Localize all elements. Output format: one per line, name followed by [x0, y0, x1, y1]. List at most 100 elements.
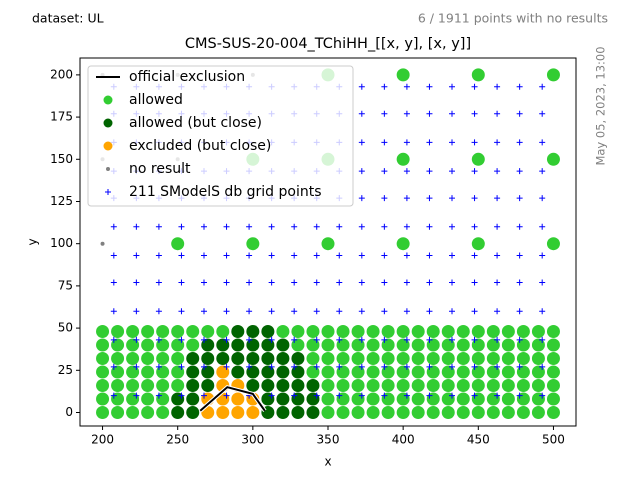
- point: [486, 405, 500, 419]
- point: [336, 365, 350, 379]
- point: [486, 392, 500, 406]
- x-tick-label: 250: [166, 433, 189, 447]
- grid-point: [358, 363, 365, 370]
- grid-point: [110, 308, 117, 315]
- point: [381, 405, 395, 419]
- grid-point: [381, 195, 388, 202]
- grid-point: [133, 308, 140, 315]
- point: [426, 365, 440, 379]
- point: [96, 405, 110, 419]
- grid-point: [155, 252, 162, 259]
- grid-point: [358, 308, 365, 315]
- legend-label: allowed: [129, 92, 183, 108]
- grid-point: [155, 336, 162, 343]
- grid-point: [381, 279, 388, 286]
- grid-point: [449, 168, 455, 175]
- point: [531, 351, 545, 365]
- grid-point: [155, 392, 162, 399]
- point: [426, 324, 440, 338]
- grid-point: [246, 223, 253, 230]
- point: [471, 68, 485, 82]
- legend-label: excluded (but close): [129, 138, 271, 154]
- point: [396, 405, 410, 419]
- grid-point: [381, 110, 388, 117]
- grid-point: [291, 308, 298, 315]
- grid-point: [336, 392, 343, 399]
- point: [201, 351, 215, 365]
- point: [111, 378, 125, 392]
- point: [336, 378, 350, 392]
- grid-point: [516, 223, 523, 230]
- grid-point: [268, 252, 275, 259]
- chart-title: CMS-SUS-20-004_TChiHH_[[x, y], [x, y]]: [185, 36, 471, 52]
- point: [306, 392, 320, 406]
- point: [306, 324, 320, 338]
- grid-point: [201, 308, 207, 315]
- point: [501, 378, 515, 392]
- grid-point: [539, 392, 546, 399]
- x-tick-label: 350: [317, 433, 340, 447]
- point: [486, 338, 500, 352]
- grid-point: [201, 279, 207, 286]
- point: [471, 405, 485, 419]
- grid-point: [223, 392, 230, 399]
- point: [531, 324, 545, 338]
- point: [141, 338, 155, 352]
- point: [516, 365, 530, 379]
- grid-point: [449, 279, 455, 286]
- point: [321, 324, 335, 338]
- point: [411, 351, 425, 365]
- grid-point: [313, 336, 320, 343]
- point: [141, 365, 155, 379]
- point: [411, 392, 425, 406]
- grid-point: [178, 252, 185, 259]
- point: [426, 338, 440, 352]
- grid-point: [403, 195, 410, 202]
- point: [516, 338, 530, 352]
- point: [441, 405, 455, 419]
- point: [276, 365, 290, 379]
- point: [351, 405, 365, 419]
- point: [546, 392, 560, 406]
- point: [471, 338, 485, 352]
- grid-point: [471, 336, 478, 343]
- grid-point: [449, 252, 455, 259]
- grid-point: [381, 223, 388, 230]
- grid-point: [268, 392, 275, 399]
- point: [306, 405, 320, 419]
- point: [246, 378, 260, 392]
- point: [201, 324, 215, 338]
- exclusion-line: [199, 386, 266, 412]
- legend-label: allowed (but close): [129, 115, 262, 131]
- legend-label: official exclusion: [129, 69, 245, 85]
- grid-point: [291, 223, 298, 230]
- grid-point: [381, 139, 388, 146]
- grid-point: [291, 336, 298, 343]
- point: [231, 405, 245, 419]
- grid-point: [449, 363, 455, 370]
- point: [291, 378, 305, 392]
- point: [531, 338, 545, 352]
- point: [261, 378, 275, 392]
- point: [426, 351, 440, 365]
- grid-point: [403, 223, 410, 230]
- point: [381, 365, 395, 379]
- grid-point: [494, 336, 501, 343]
- point: [216, 338, 230, 352]
- legend: official exclusion allowed allowed (but cl…: [87, 65, 354, 207]
- point: [291, 351, 305, 365]
- point: [471, 378, 485, 392]
- point: [171, 378, 185, 392]
- point: [291, 405, 305, 419]
- point: [396, 378, 410, 392]
- point: [306, 378, 320, 392]
- grid-point: [291, 279, 298, 286]
- grid-point: [516, 363, 523, 370]
- y-tick-label: 100: [50, 236, 73, 250]
- point: [456, 365, 470, 379]
- point: [126, 351, 140, 365]
- grid-point: [516, 83, 523, 90]
- point: [471, 392, 485, 406]
- grid-point: [110, 279, 117, 286]
